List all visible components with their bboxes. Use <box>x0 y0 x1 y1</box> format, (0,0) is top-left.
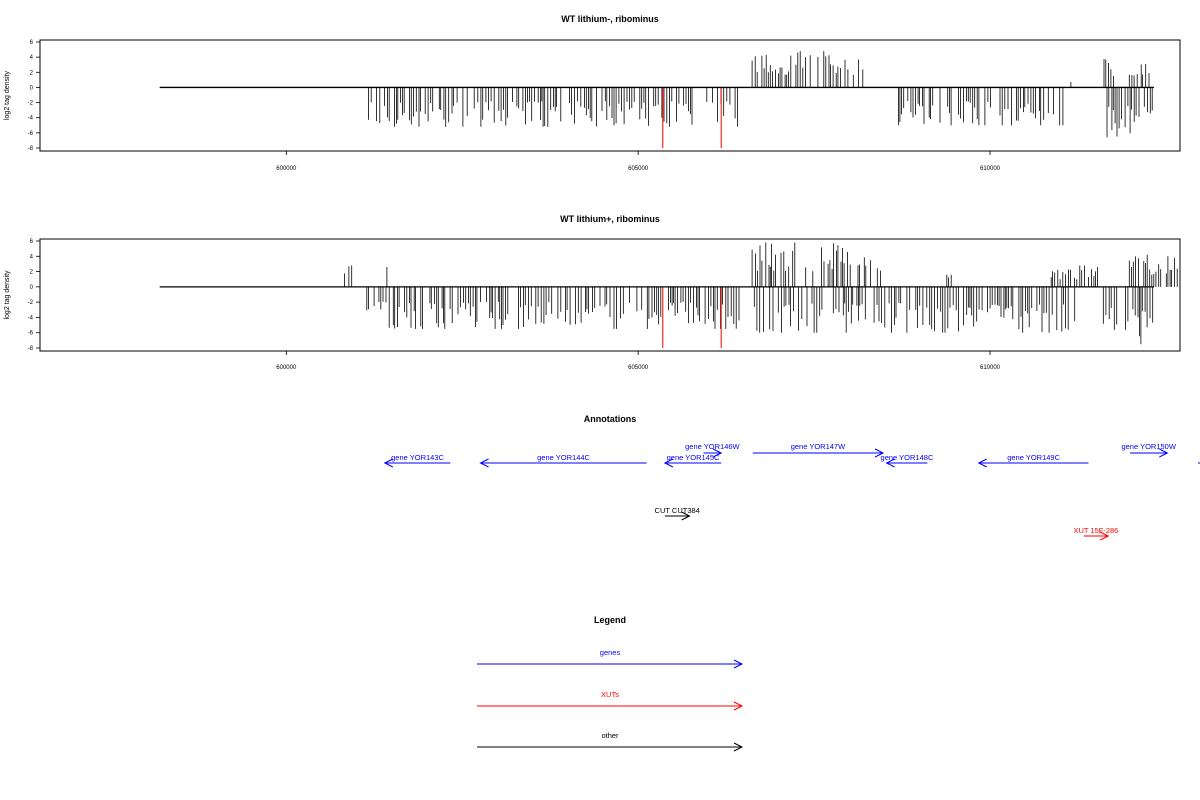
y-tick-label: -2 <box>28 101 34 107</box>
annotation-arrow <box>752 448 885 458</box>
density-bars <box>368 51 1153 148</box>
legend-label: XUTs <box>601 690 619 699</box>
legend-label: other <box>601 731 619 740</box>
y-tick-label: -4 <box>28 315 34 321</box>
y-axis-label: log2 tag density <box>4 70 11 120</box>
legend-arrow <box>477 701 744 711</box>
track-panel-lithium-minus: WT lithium-, ribominus log2 tag density … <box>4 14 1181 172</box>
annotation-arrow <box>664 511 691 521</box>
annotation-label: gene YOR144C <box>537 453 590 462</box>
legend-arrow <box>477 659 744 669</box>
x-tick-label: 605000 <box>628 166 649 172</box>
y-tick-label: 4 <box>30 55 34 61</box>
y-tick-label: -2 <box>28 300 34 306</box>
annotation-label: gene YOR143C <box>391 453 444 462</box>
annotations-panel: Annotations gene YOR143C gene YOR144C gene… <box>383 414 1200 541</box>
annotation-label: gene YOR150W <box>1121 442 1176 451</box>
annotation-arrow <box>383 458 451 468</box>
x-tick-label: 600000 <box>276 365 297 371</box>
track-title: WT lithium+, ribominus <box>560 214 660 224</box>
annotation-label: gene YOR145C <box>667 453 720 462</box>
annotation-arrow <box>1130 448 1169 458</box>
x-tick-label: 605000 <box>628 365 649 371</box>
annotation-arrow <box>977 458 1089 468</box>
annotation-label: gene YOR148C <box>881 453 934 462</box>
annotation-arrow <box>1083 531 1110 541</box>
plot-frame <box>39 39 1181 152</box>
annotation-label: gene YOR146W <box>685 442 740 451</box>
annotation-arrow <box>703 448 723 458</box>
y-tick-label: 2 <box>30 270 34 276</box>
y-tick-label: 4 <box>30 254 34 260</box>
y-tick-label: -8 <box>28 146 34 152</box>
y-tick-label: 2 <box>30 70 34 76</box>
annotation-label: XUT 15F-286 <box>1073 526 1118 535</box>
annotation-label: gene YOR149C <box>1007 453 1060 462</box>
y-tick-label: -4 <box>28 116 34 122</box>
y-axis-label: log2 tag density <box>4 270 11 320</box>
annotation-arrow <box>479 458 647 468</box>
plot-frame <box>39 238 1181 352</box>
track-title: WT lithium-, ribominus <box>561 14 659 24</box>
x-tick-label: 610000 <box>980 166 1001 172</box>
legend-panel: Legend genes XUTs other <box>477 615 744 752</box>
y-tick-label: 6 <box>30 40 34 46</box>
annotation-arrow <box>663 458 722 468</box>
legend-label: genes <box>600 648 621 657</box>
y-tick-label: 0 <box>30 285 34 291</box>
annotation-label: gene YOR147W <box>791 442 846 451</box>
y-tick-label: 6 <box>30 239 34 245</box>
annotation-arrow <box>1198 462 1200 464</box>
y-tick-label: -6 <box>28 331 34 337</box>
track-panel-lithium-plus: WT lithium+, ribominus log2 tag density … <box>4 214 1181 371</box>
x-tick-label: 610000 <box>980 365 1001 371</box>
y-tick-label: -8 <box>28 346 34 352</box>
annotations-title: Annotations <box>584 414 637 424</box>
x-tick-label: 600000 <box>276 166 297 172</box>
density-bars <box>344 242 1178 348</box>
y-tick-label: -6 <box>28 131 34 137</box>
annotation-label: CUT CUT384 <box>655 506 700 515</box>
legend-arrow <box>477 742 744 752</box>
annotation-arrow <box>885 458 928 468</box>
legend-title: Legend <box>594 615 626 625</box>
y-tick-label: 0 <box>30 85 34 91</box>
